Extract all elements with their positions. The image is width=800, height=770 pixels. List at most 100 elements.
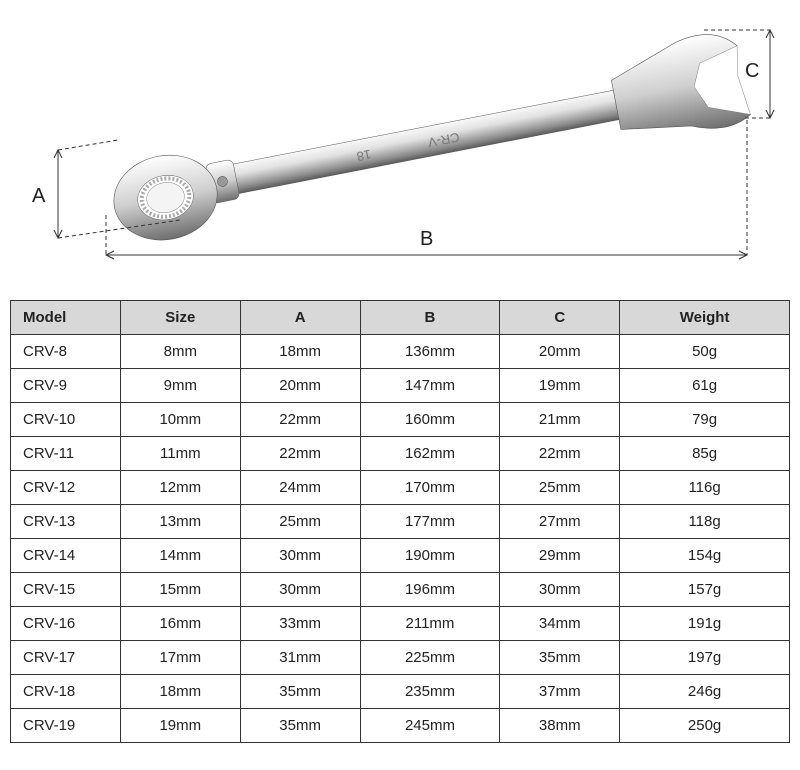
table-cell: 15mm xyxy=(120,573,240,607)
table-cell: 18mm xyxy=(120,675,240,709)
table-cell: CRV-19 xyxy=(11,709,121,743)
table-cell: 211mm xyxy=(360,607,500,641)
table-row: CRV-1313mm25mm177mm27mm118g xyxy=(11,505,790,539)
table-cell: 191g xyxy=(620,607,790,641)
table-cell: CRV-12 xyxy=(11,471,121,505)
table-cell: 177mm xyxy=(360,505,500,539)
table-cell: 11mm xyxy=(120,437,240,471)
dimension-label-c: C xyxy=(745,60,759,83)
table-cell: 245mm xyxy=(360,709,500,743)
table-cell: CRV-15 xyxy=(11,573,121,607)
table-cell: 34mm xyxy=(500,607,620,641)
table-cell: 18mm xyxy=(240,335,360,369)
table-cell: 35mm xyxy=(240,675,360,709)
table-cell: 246g xyxy=(620,675,790,709)
wrench-svg: 18 CR-V xyxy=(10,10,790,280)
table-cell: 22mm xyxy=(500,437,620,471)
table-cell: 197g xyxy=(620,641,790,675)
table-cell: 21mm xyxy=(500,403,620,437)
table-cell: CRV-16 xyxy=(11,607,121,641)
table-cell: CRV-17 xyxy=(11,641,121,675)
table-cell: CRV-11 xyxy=(11,437,121,471)
table-cell: 12mm xyxy=(120,471,240,505)
table-cell: 30mm xyxy=(240,539,360,573)
col-header-weight: Weight xyxy=(620,301,790,335)
table-cell: 50g xyxy=(620,335,790,369)
table-cell: 14mm xyxy=(120,539,240,573)
table-cell: CRV-9 xyxy=(11,369,121,403)
table-row: CRV-1616mm33mm211mm34mm191g xyxy=(11,607,790,641)
col-header-size: Size xyxy=(120,301,240,335)
col-header-a: A xyxy=(240,301,360,335)
table-row: CRV-99mm20mm147mm19mm61g xyxy=(11,369,790,403)
svg-text:18: 18 xyxy=(355,147,372,164)
table-cell: 17mm xyxy=(120,641,240,675)
table-cell: 61g xyxy=(620,369,790,403)
table-cell: 9mm xyxy=(120,369,240,403)
table-cell: CRV-13 xyxy=(11,505,121,539)
table-cell: 154g xyxy=(620,539,790,573)
table-row: CRV-1414mm30mm190mm29mm154g xyxy=(11,539,790,573)
table-cell: 35mm xyxy=(240,709,360,743)
table-cell: 33mm xyxy=(240,607,360,641)
table-cell: 10mm xyxy=(120,403,240,437)
table-cell: 8mm xyxy=(120,335,240,369)
table-cell: 25mm xyxy=(240,505,360,539)
table-cell: 38mm xyxy=(500,709,620,743)
col-header-b: B xyxy=(360,301,500,335)
table-cell: 235mm xyxy=(360,675,500,709)
table-cell: 160mm xyxy=(360,403,500,437)
col-header-model: Model xyxy=(11,301,121,335)
table-row: CRV-1919mm35mm245mm38mm250g xyxy=(11,709,790,743)
table-body: CRV-88mm18mm136mm20mm50gCRV-99mm20mm147m… xyxy=(11,335,790,743)
col-header-c: C xyxy=(500,301,620,335)
table-row: CRV-1717mm31mm225mm35mm197g xyxy=(11,641,790,675)
table-cell: 19mm xyxy=(120,709,240,743)
table-cell: CRV-10 xyxy=(11,403,121,437)
table-cell: 25mm xyxy=(500,471,620,505)
table-cell: 22mm xyxy=(240,437,360,471)
table-header-row: Model Size A B C Weight xyxy=(11,301,790,335)
table-cell: 162mm xyxy=(360,437,500,471)
table-cell: 19mm xyxy=(500,369,620,403)
table-row: CRV-88mm18mm136mm20mm50g xyxy=(11,335,790,369)
table-row: CRV-1515mm30mm196mm30mm157g xyxy=(11,573,790,607)
table-cell: 196mm xyxy=(360,573,500,607)
table-cell: 13mm xyxy=(120,505,240,539)
dimension-label-a: A xyxy=(32,185,45,208)
table-cell: 16mm xyxy=(120,607,240,641)
table-cell: 157g xyxy=(620,573,790,607)
table-cell: 22mm xyxy=(240,403,360,437)
table-cell: 136mm xyxy=(360,335,500,369)
table-cell: CRV-18 xyxy=(11,675,121,709)
table-cell: 79g xyxy=(620,403,790,437)
table-cell: 29mm xyxy=(500,539,620,573)
table-cell: 31mm xyxy=(240,641,360,675)
table-cell: 24mm xyxy=(240,471,360,505)
table-cell: 250g xyxy=(620,709,790,743)
table-cell: 27mm xyxy=(500,505,620,539)
table-cell: 30mm xyxy=(240,573,360,607)
table-cell: 30mm xyxy=(500,573,620,607)
wrench-diagram: 18 CR-V xyxy=(10,10,790,280)
table-row: CRV-1212mm24mm170mm25mm116g xyxy=(11,471,790,505)
table-cell: 37mm xyxy=(500,675,620,709)
table-cell: 170mm xyxy=(360,471,500,505)
table-cell: 118g xyxy=(620,505,790,539)
table-cell: CRV-14 xyxy=(11,539,121,573)
table-cell: 20mm xyxy=(500,335,620,369)
spec-table-container: Model Size A B C Weight CRV-88mm18mm136m… xyxy=(10,300,790,743)
table-cell: 85g xyxy=(620,437,790,471)
dimension-label-b: B xyxy=(420,228,433,251)
table-cell: 20mm xyxy=(240,369,360,403)
table-row: CRV-1818mm35mm235mm37mm246g xyxy=(11,675,790,709)
table-row: CRV-1111mm22mm162mm22mm85g xyxy=(11,437,790,471)
table-cell: 225mm xyxy=(360,641,500,675)
table-cell: 147mm xyxy=(360,369,500,403)
spec-table: Model Size A B C Weight CRV-88mm18mm136m… xyxy=(10,300,790,743)
table-cell: 116g xyxy=(620,471,790,505)
table-cell: CRV-8 xyxy=(11,335,121,369)
table-cell: 35mm xyxy=(500,641,620,675)
table-row: CRV-1010mm22mm160mm21mm79g xyxy=(11,403,790,437)
table-cell: 190mm xyxy=(360,539,500,573)
